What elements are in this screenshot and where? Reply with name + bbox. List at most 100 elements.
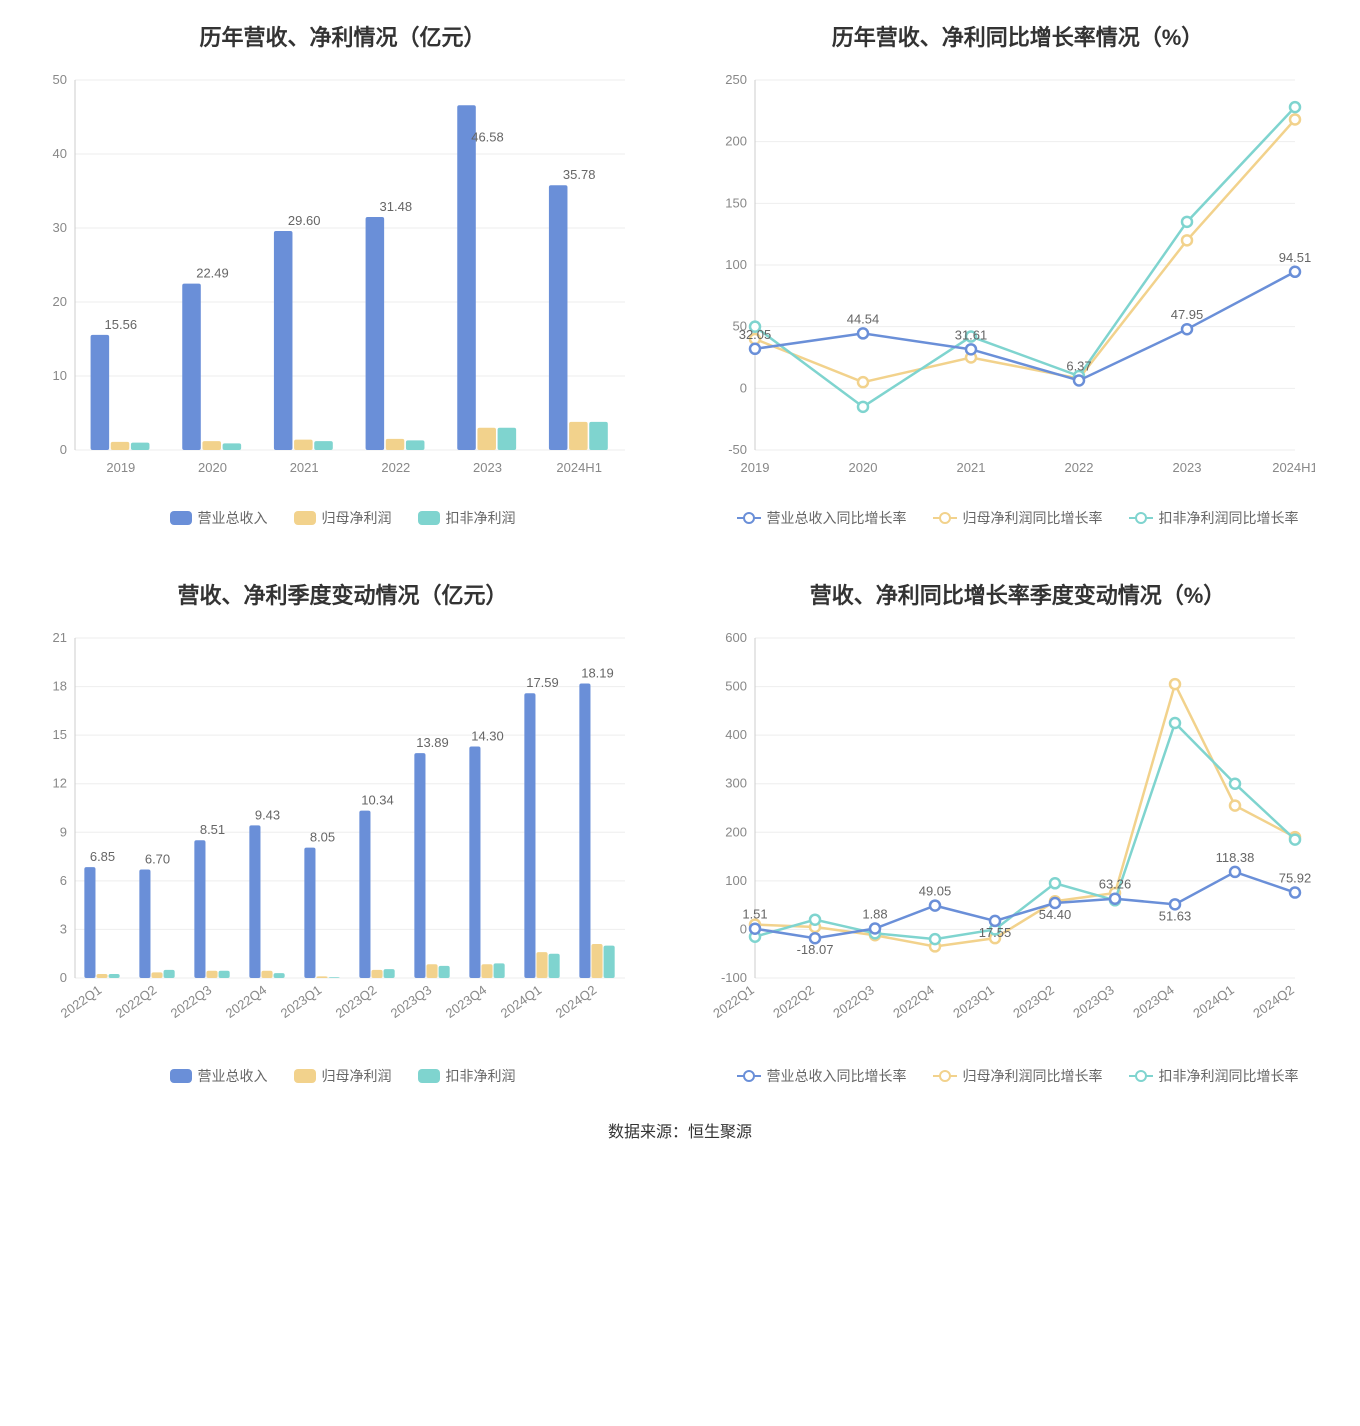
legend: 营业总收入 归母净利润 扣非净利润 [20, 508, 665, 528]
legend-swatch [933, 1075, 957, 1077]
svg-text:2023Q1: 2023Q1 [278, 982, 325, 1021]
svg-text:6.37: 6.37 [1066, 358, 1091, 373]
chart-title: 营收、净利同比增长率季度变动情况（%） [695, 578, 1340, 610]
svg-text:2019: 2019 [741, 460, 770, 475]
svg-text:2021: 2021 [290, 460, 319, 475]
legend-swatch [294, 511, 316, 525]
legend: 营业总收入同比增长率 归母净利润同比增长率 扣非净利润同比增长率 [695, 508, 1340, 528]
svg-text:2024Q1: 2024Q1 [498, 982, 545, 1021]
svg-text:2023Q4: 2023Q4 [443, 982, 490, 1021]
svg-text:15: 15 [53, 727, 67, 742]
svg-text:2019: 2019 [106, 460, 135, 475]
svg-text:63.26: 63.26 [1099, 877, 1132, 892]
legend-label: 营业总收入 [198, 1066, 268, 1086]
svg-text:40: 40 [53, 146, 67, 161]
svg-text:600: 600 [725, 630, 747, 645]
svg-text:1.51: 1.51 [742, 907, 767, 922]
legend-label: 扣非净利润 [446, 508, 516, 528]
svg-text:3: 3 [60, 921, 67, 936]
panel-top-right: 历年营收、净利同比增长率情况（%） -5005010015020025032.0… [695, 10, 1340, 528]
svg-text:250: 250 [725, 72, 747, 87]
line-chart-quarterly-growth: -10001002003004005006001.51-18.071.8849.… [695, 628, 1340, 1048]
svg-text:31.61: 31.61 [955, 327, 988, 342]
svg-text:9.43: 9.43 [255, 807, 280, 822]
svg-text:10: 10 [53, 368, 67, 383]
svg-text:6.85: 6.85 [90, 849, 115, 864]
legend-label: 归母净利润 [322, 508, 392, 528]
svg-text:-18.07: -18.07 [797, 942, 834, 957]
svg-text:2023: 2023 [1173, 460, 1202, 475]
bar-chart-annual: 0102030405015.5622.4929.6031.4846.5835.7… [20, 70, 665, 490]
svg-text:75.92: 75.92 [1279, 871, 1312, 886]
svg-text:2022: 2022 [381, 460, 410, 475]
svg-text:46.58: 46.58 [471, 129, 504, 144]
legend-swatch [1129, 517, 1153, 519]
svg-text:2022Q1: 2022Q1 [710, 982, 757, 1021]
legend-item: 营业总收入同比增长率 [737, 1066, 907, 1086]
legend-swatch [737, 1075, 761, 1077]
svg-text:2022Q3: 2022Q3 [830, 982, 877, 1021]
svg-text:2023: 2023 [473, 460, 502, 475]
chart-title: 历年营收、净利同比增长率情况（%） [695, 20, 1340, 52]
svg-text:29.60: 29.60 [288, 213, 321, 228]
panel-top-left: 历年营收、净利情况（亿元） 0102030405015.5622.4929.60… [20, 10, 665, 528]
svg-text:2024Q2: 2024Q2 [1250, 982, 1297, 1021]
legend-swatch [170, 511, 192, 525]
svg-text:50: 50 [53, 72, 67, 87]
svg-text:8.05: 8.05 [310, 830, 335, 845]
svg-text:21: 21 [53, 630, 67, 645]
legend-swatch [170, 1069, 192, 1083]
svg-text:14.30: 14.30 [471, 728, 504, 743]
legend-label: 营业总收入 [198, 508, 268, 528]
svg-text:54.40: 54.40 [1039, 907, 1072, 922]
svg-text:2022Q2: 2022Q2 [770, 982, 817, 1021]
svg-text:2022Q3: 2022Q3 [168, 982, 215, 1021]
legend-item: 归母净利润同比增长率 [933, 1066, 1103, 1086]
legend-label: 扣非净利润同比增长率 [1159, 508, 1299, 528]
legend-swatch [294, 1069, 316, 1083]
legend-swatch [737, 517, 761, 519]
svg-text:2024H1: 2024H1 [1272, 460, 1315, 475]
legend-label: 归母净利润同比增长率 [963, 508, 1103, 528]
legend-label: 扣非净利润同比增长率 [1159, 1066, 1299, 1086]
svg-text:500: 500 [725, 679, 747, 694]
svg-text:15.56: 15.56 [105, 317, 138, 332]
svg-text:44.54: 44.54 [847, 311, 880, 326]
svg-text:-50: -50 [728, 442, 747, 457]
legend-swatch [933, 517, 957, 519]
svg-text:2020: 2020 [849, 460, 878, 475]
dashboard: 历年营收、净利情况（亿元） 0102030405015.5622.4929.60… [0, 0, 1360, 1172]
svg-text:2022Q4: 2022Q4 [890, 982, 937, 1021]
svg-text:8.51: 8.51 [200, 822, 225, 837]
svg-text:118.38: 118.38 [1216, 850, 1255, 865]
svg-text:49.05: 49.05 [919, 884, 952, 899]
svg-text:2022Q1: 2022Q1 [58, 982, 105, 1021]
chart-title: 营收、净利季度变动情况（亿元） [20, 578, 665, 610]
svg-text:94.51: 94.51 [1279, 250, 1312, 265]
legend-label: 扣非净利润 [446, 1066, 516, 1086]
svg-text:22.49: 22.49 [196, 266, 229, 281]
svg-text:1.88: 1.88 [862, 907, 887, 922]
legend-swatch [418, 511, 440, 525]
svg-text:2023Q4: 2023Q4 [1130, 982, 1177, 1021]
legend-item: 营业总收入同比增长率 [737, 508, 907, 528]
data-source-footer: 数据来源：恒生聚源 [20, 1118, 1340, 1142]
svg-text:-100: -100 [721, 970, 747, 985]
svg-text:20: 20 [53, 294, 67, 309]
svg-text:35.78: 35.78 [563, 167, 596, 182]
legend-item: 归母净利润 [294, 1066, 392, 1086]
svg-text:2023Q3: 2023Q3 [388, 982, 435, 1021]
svg-text:2023Q2: 2023Q2 [333, 982, 380, 1021]
svg-text:6.70: 6.70 [145, 852, 170, 867]
svg-text:2022Q4: 2022Q4 [223, 982, 270, 1021]
svg-text:150: 150 [725, 195, 747, 210]
svg-text:0: 0 [740, 921, 747, 936]
svg-text:2020: 2020 [198, 460, 227, 475]
svg-text:100: 100 [725, 257, 747, 272]
svg-text:2024Q2: 2024Q2 [553, 982, 600, 1021]
svg-text:200: 200 [725, 134, 747, 149]
legend-item: 营业总收入 [170, 1066, 268, 1086]
svg-text:2023Q3: 2023Q3 [1070, 982, 1117, 1021]
svg-text:2022: 2022 [1065, 460, 1094, 475]
legend-item: 扣非净利润同比增长率 [1129, 508, 1299, 528]
